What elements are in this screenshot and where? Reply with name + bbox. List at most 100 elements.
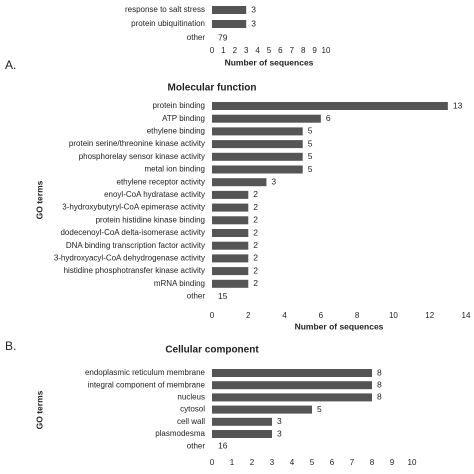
bar <box>212 190 249 199</box>
value-label: 3 <box>277 416 282 426</box>
value-label: 5 <box>308 126 313 136</box>
value-label: 2 <box>253 189 258 199</box>
y-axis-label: GO terms <box>34 390 44 429</box>
bar <box>212 229 249 237</box>
x-tick-label: 0 <box>210 311 215 320</box>
category-label: dodecenoyl-CoA delta-isomerase activity <box>60 228 205 237</box>
bar <box>212 369 372 377</box>
value-label: 5 <box>308 138 313 148</box>
value-label: 6 <box>326 113 331 123</box>
value-label: 13 <box>453 100 463 110</box>
value-label: 8 <box>377 379 382 389</box>
x-tick-label: 3 <box>244 46 249 55</box>
bar <box>212 203 249 212</box>
value-label: 5 <box>308 164 313 174</box>
x-tick-label: 10 <box>408 458 417 467</box>
x-tick-label: 1 <box>230 458 235 467</box>
category-label: other <box>187 441 206 450</box>
category-label: ATP binding <box>162 114 205 123</box>
x-tick-label: 3 <box>270 458 275 467</box>
x-tick-label: 6 <box>278 46 283 55</box>
value-label: 3 <box>277 428 282 438</box>
x-axis-label: Number of sequences <box>295 321 384 331</box>
bar <box>212 20 247 28</box>
bar <box>212 254 249 263</box>
x-tick-label: 10 <box>389 311 398 320</box>
x-tick-label: 6 <box>319 311 324 320</box>
category-label: endoplasmic reticulum membrane <box>85 368 206 377</box>
panel-label: A. <box>5 58 16 72</box>
category-label: other <box>187 33 206 42</box>
category-label: protein binding <box>153 101 205 110</box>
bar <box>212 405 312 414</box>
category-label: ethylene receptor activity <box>117 177 206 186</box>
x-tick-label: 5 <box>267 46 272 55</box>
x-tick-label: 8 <box>355 311 360 320</box>
value-label: 2 <box>253 202 258 212</box>
bar <box>212 267 249 276</box>
bar <box>212 165 303 174</box>
bar <box>212 127 303 136</box>
bar <box>212 102 448 110</box>
chart-title: Cellular component <box>165 345 259 356</box>
x-tick-label: 2 <box>250 458 255 467</box>
bar <box>212 178 267 187</box>
panel-label: B. <box>5 339 16 353</box>
bar <box>212 279 249 288</box>
value-label: 8 <box>377 392 382 402</box>
other-count: 79 <box>218 32 228 42</box>
chart-title: Molecular function <box>168 83 257 94</box>
bar <box>212 140 303 149</box>
bar <box>212 393 372 402</box>
x-axis-label: Number of sequences <box>225 57 314 67</box>
bar <box>212 216 249 225</box>
x-tick-label: 2 <box>233 46 238 55</box>
x-tick-label: 0 <box>210 46 215 55</box>
x-tick-label: 5 <box>310 458 315 467</box>
category-label: DNA binding transcription factor activit… <box>66 241 205 250</box>
value-label: 2 <box>253 265 258 275</box>
category-label: protein ubiquitination <box>131 19 205 28</box>
category-label: ethylene binding <box>147 127 205 136</box>
x-tick-label: 9 <box>312 46 317 55</box>
value-label: 2 <box>253 215 258 225</box>
category-label: 3-hydroxyacyl-CoA dehydrogenase activity <box>54 254 205 263</box>
bar <box>212 152 303 161</box>
x-tick-label: 8 <box>301 46 306 55</box>
bar <box>212 417 272 426</box>
x-tick-label: 14 <box>462 311 471 320</box>
category-label: protein serine/threonine kinase activity <box>69 139 205 148</box>
category-label: cell wall <box>177 417 205 426</box>
other-count: 16 <box>218 440 228 450</box>
category-label: protein histidine kinase binding <box>96 215 205 224</box>
x-tick-label: 7 <box>350 458 355 467</box>
bar <box>212 6 247 14</box>
value-label: 2 <box>253 253 258 263</box>
bar <box>212 381 372 390</box>
category-label: enoyl-CoA hydratase activity <box>104 190 205 199</box>
x-tick-label: 0 <box>210 458 215 467</box>
value-label: 2 <box>253 278 258 288</box>
y-axis-label: GO terms <box>34 180 44 219</box>
category-label: plasmodesma <box>155 429 205 438</box>
value-label: 5 <box>308 151 313 161</box>
value-label: 2 <box>253 240 258 250</box>
x-tick-label: 1 <box>221 46 226 55</box>
x-tick-label: 4 <box>255 46 260 55</box>
category-label: phosphorelay sensor kinase activity <box>79 152 205 161</box>
x-tick-label: 4 <box>290 458 295 467</box>
category-label: response to salt stress <box>125 5 205 14</box>
category-label: other <box>187 292 206 301</box>
value-label: 3 <box>251 18 256 28</box>
x-tick-label: 9 <box>390 458 395 467</box>
category-label: metal ion binding <box>145 165 205 174</box>
bar <box>212 114 321 123</box>
value-label: 8 <box>377 367 382 377</box>
bar <box>212 430 272 438</box>
category-label: integral component of membrane <box>88 380 206 389</box>
category-label: nucleus <box>177 393 205 402</box>
category-label: 3-hydroxybutyryl-CoA epimerase activity <box>62 203 205 212</box>
value-label: 5 <box>317 404 322 414</box>
bar <box>212 241 249 250</box>
